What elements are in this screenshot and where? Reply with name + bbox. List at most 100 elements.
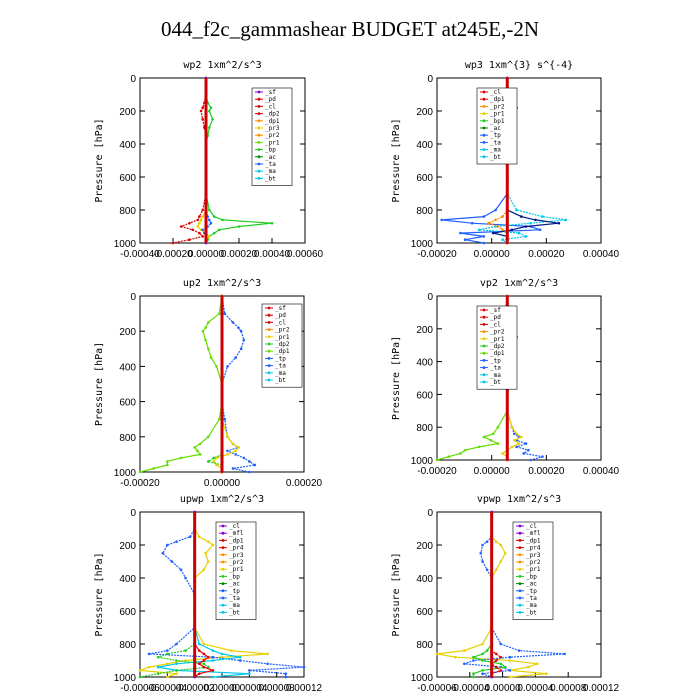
data-point bbox=[156, 655, 160, 659]
y-tick-label: 600 bbox=[119, 398, 136, 409]
data-point bbox=[463, 448, 467, 452]
data-point bbox=[482, 215, 486, 218]
legend-entry: _pr1 bbox=[490, 336, 505, 343]
data-point bbox=[201, 329, 205, 333]
data-point bbox=[221, 218, 224, 222]
data-point bbox=[485, 568, 489, 572]
legend-entry: _bt bbox=[265, 175, 276, 182]
data-point bbox=[202, 665, 206, 669]
series-line bbox=[194, 512, 215, 678]
data-point bbox=[201, 235, 204, 238]
data-point bbox=[147, 652, 151, 656]
data-point bbox=[515, 445, 518, 449]
data-point bbox=[238, 659, 242, 662]
chart-panel-4: vp2 1xm^2/s^3 Pressure [hPa] 0 200 400 600 800… bbox=[391, 278, 620, 477]
data-point bbox=[482, 435, 486, 439]
legend-entry: _mfl bbox=[229, 530, 244, 537]
legend-entry: _ta bbox=[265, 161, 276, 168]
data-point bbox=[508, 669, 512, 672]
data-point bbox=[215, 365, 218, 368]
data-point bbox=[207, 665, 210, 669]
x-tick-label: 0.00040 bbox=[583, 466, 620, 477]
data-point bbox=[175, 669, 178, 672]
x-tick-label: 0.00000 bbox=[204, 478, 241, 489]
series-line bbox=[206, 296, 223, 472]
legend-entry: _bp bbox=[265, 147, 276, 154]
x-tick-label: 0.00012 bbox=[583, 683, 620, 694]
data-point bbox=[231, 467, 235, 470]
data-point bbox=[231, 442, 235, 446]
x-tick-label: -0.00040 bbox=[120, 249, 160, 260]
data-point bbox=[207, 321, 210, 324]
legend-entry: _bt bbox=[526, 609, 537, 616]
data-point bbox=[138, 470, 142, 474]
x-tick-label: -0.00002 bbox=[175, 683, 215, 694]
y-tick-label: 800 bbox=[416, 423, 433, 434]
data-point bbox=[166, 543, 169, 547]
data-point bbox=[166, 649, 169, 652]
chart-title: vp2 1xm^2/s^3 bbox=[480, 278, 558, 289]
data-point bbox=[534, 218, 537, 222]
y-tick-label: 400 bbox=[119, 574, 136, 585]
data-point bbox=[501, 238, 504, 241]
y-tick-label: 400 bbox=[119, 362, 136, 373]
y-tick-label: 0 bbox=[427, 292, 433, 303]
data-point bbox=[204, 338, 207, 342]
legend-entry: _pd bbox=[275, 312, 286, 319]
data-point bbox=[179, 568, 183, 572]
data-point bbox=[217, 417, 221, 421]
data-point bbox=[211, 543, 215, 547]
legend-entry: _bp bbox=[526, 573, 537, 580]
y-tick-label: 400 bbox=[119, 140, 136, 151]
data-point bbox=[508, 655, 512, 659]
legend-entry: _pr3 bbox=[265, 125, 280, 132]
legend-entry: _bt bbox=[275, 377, 286, 384]
data-point bbox=[564, 218, 568, 222]
data-point bbox=[482, 235, 486, 238]
legend-entry: _dp1 bbox=[490, 96, 505, 103]
data-point bbox=[166, 652, 169, 656]
x-tick-label: -0.00004 bbox=[148, 683, 188, 694]
data-point bbox=[211, 669, 215, 672]
data-point bbox=[248, 669, 251, 672]
data-point bbox=[208, 126, 211, 129]
data-point bbox=[237, 225, 241, 228]
data-point bbox=[166, 463, 169, 467]
data-point bbox=[284, 675, 288, 679]
y-tick-label: 200 bbox=[416, 325, 433, 336]
data-point bbox=[211, 659, 215, 662]
data-point bbox=[496, 425, 500, 429]
data-point bbox=[201, 208, 204, 212]
data-point bbox=[239, 329, 243, 333]
data-point bbox=[510, 228, 514, 232]
legend-entry: _sf bbox=[490, 307, 501, 314]
data-point bbox=[472, 659, 475, 662]
legend-entry: _pr4 bbox=[526, 545, 541, 552]
series-line bbox=[148, 512, 305, 677]
data-point bbox=[496, 225, 500, 228]
data-point bbox=[248, 460, 251, 463]
data-point bbox=[229, 649, 233, 652]
data-point bbox=[529, 458, 533, 462]
data-point bbox=[481, 659, 484, 662]
y-tick-label: 200 bbox=[416, 541, 433, 552]
data-point bbox=[197, 535, 201, 539]
x-tick-label: -0.00020 bbox=[417, 249, 457, 260]
data-point bbox=[515, 208, 518, 212]
y-tick-label: 1000 bbox=[411, 239, 434, 250]
data-point bbox=[237, 326, 240, 329]
y-tick-label: 600 bbox=[416, 390, 433, 401]
data-point bbox=[248, 470, 251, 474]
data-point bbox=[223, 417, 227, 421]
data-point bbox=[459, 452, 462, 455]
y-tick-label: 400 bbox=[416, 140, 433, 151]
legend-entry: _bp bbox=[229, 573, 240, 580]
data-point bbox=[242, 456, 246, 460]
data-point bbox=[494, 540, 498, 543]
legend-entry: _ma bbox=[265, 168, 276, 175]
data-point bbox=[156, 665, 160, 669]
legend-entry: _ta bbox=[490, 365, 501, 372]
legend-entry: _cl bbox=[526, 523, 537, 530]
chart-title: vpwp 1xm^2/s^3 bbox=[477, 494, 561, 505]
data-point bbox=[541, 455, 544, 459]
